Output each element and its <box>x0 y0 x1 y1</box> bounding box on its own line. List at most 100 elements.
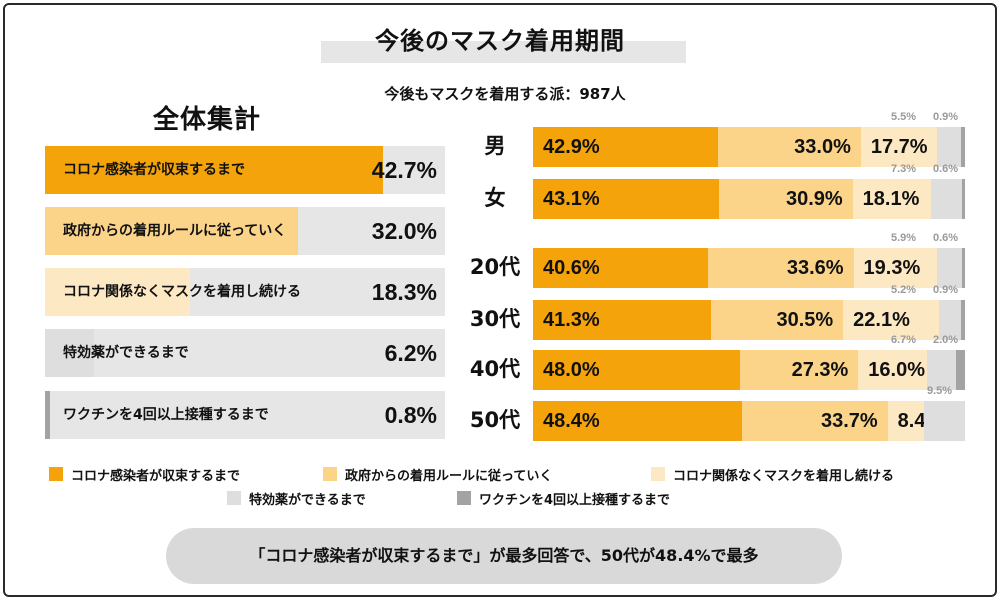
segment-value: 41.3% <box>543 309 600 331</box>
legend-swatch <box>651 467 665 481</box>
stacked-segment <box>927 350 957 390</box>
overall-bar-row: 特効薬ができるまで 6.2% <box>45 329 445 377</box>
overall-bar-row: コロナ関係なくマスクを着用し続ける 18.3% <box>45 268 445 316</box>
group-label: 女 <box>484 186 506 210</box>
small-segment-value: 7.3% <box>891 163 917 175</box>
segment-value: 30.9% <box>785 188 843 210</box>
small-segment-value: 6.7% <box>891 334 917 346</box>
stacked-segment <box>962 248 965 288</box>
stacked-segment <box>930 179 963 219</box>
overall-bar-label: コロナ関係なくマスクを着用し続ける <box>63 284 301 300</box>
stacked-segment <box>962 179 965 219</box>
stacked-segment <box>961 127 965 167</box>
overall-bar-value: 0.8% <box>384 402 437 428</box>
stacked-segment <box>533 248 709 288</box>
chart-subtitle: 今後もマスクを着用する派：987人 <box>384 85 626 103</box>
stacked-bar: 48.0% 27.3% 16.0% <box>533 350 965 390</box>
title-underline <box>321 41 686 63</box>
legend-label: コロナ関係なくマスクを着用し続ける <box>673 468 895 484</box>
stacked-segment <box>937 127 962 167</box>
overall-bar-label: 特効薬ができるまで <box>63 345 189 361</box>
chart-title: 今後のマスク着用期間 <box>375 27 625 55</box>
summary-note: 「コロナ感染者が収束するまで」が最多回答で、50代が48.4%で最多 <box>166 528 842 584</box>
stacked-segment <box>708 248 854 288</box>
overall-bar-row: ワクチンを4回以上接種するまで 0.8% <box>45 391 445 439</box>
stacked-segment <box>887 401 924 441</box>
legend-swatch <box>323 467 337 481</box>
stacked-segment <box>742 401 888 441</box>
overall-bar <box>45 268 190 316</box>
group-label: 40代 <box>469 357 521 381</box>
stacked-segment <box>956 350 965 390</box>
stacked-segment <box>858 350 928 390</box>
overall-bar <box>45 329 94 377</box>
stacked-segment <box>533 300 712 340</box>
segment-value: 16.0% <box>868 359 925 381</box>
stacked-segment <box>533 350 741 390</box>
legend-item: 特効薬ができるまで <box>227 490 366 508</box>
legend-item: コロナ関係なくマスクを着用し続ける <box>651 466 895 484</box>
stacked-segment <box>852 179 931 219</box>
stacked-segment <box>843 300 939 340</box>
overall-bar-row: 政府からの着用ルールに従っていく 32.0% <box>45 207 445 255</box>
stacked-bar: 40.6% 33.6% 19.3% <box>533 248 965 288</box>
small-segment-value: 5.5% <box>891 111 917 123</box>
segment-value: 33.7% <box>820 410 878 432</box>
small-segment-value: 9.5% <box>927 385 953 397</box>
legend-label: コロナ感染者が収束するまで <box>71 468 241 484</box>
stacked-bar: 43.1% 30.9% 18.1% <box>533 179 965 219</box>
stacked-bar: 41.3% 30.5% 22.1% <box>533 300 965 340</box>
segment-value: 43.1% <box>543 188 600 210</box>
stacked-segment <box>740 350 859 390</box>
small-segment-value: 5.9% <box>891 232 917 244</box>
small-segment-value: 2.0% <box>933 334 959 346</box>
group-label: 30代 <box>469 307 521 331</box>
legend-swatch <box>457 491 471 505</box>
overall-bar <box>45 146 383 194</box>
overall-bar-label: ワクチンを4回以上接種するまで <box>63 407 269 423</box>
segment-value: 27.3% <box>791 359 849 381</box>
segment-value: 48.4% <box>543 410 600 432</box>
overall-bar-value: 6.2% <box>384 340 437 366</box>
group-label: 20代 <box>469 255 521 279</box>
segment-value: 30.5% <box>776 309 834 331</box>
overall-bar <box>45 207 298 255</box>
legend-item: 政府からの着用ルールに従っていく <box>323 466 553 484</box>
small-segment-value: 0.9% <box>933 111 959 123</box>
stacked-segment <box>718 127 861 167</box>
overall-bar-row: コロナ感染者が収束するまで 42.7% <box>45 146 445 194</box>
overall-bar-value: 42.7% <box>371 157 437 183</box>
segment-value: 48.0% <box>543 359 600 381</box>
legend-label: ワクチンを4回以上接種するまで <box>479 492 671 508</box>
segment-value: 19.3% <box>863 257 921 279</box>
small-segment-value: 5.2% <box>891 284 917 296</box>
legend-item: コロナ感染者が収束するまで <box>49 466 241 484</box>
overall-bar-label: コロナ感染者が収束するまで <box>63 162 245 178</box>
legend-swatch <box>49 467 63 481</box>
group-label: 50代 <box>469 408 521 432</box>
stacked-segment <box>936 248 963 288</box>
segment-value: 40.6% <box>543 257 600 279</box>
segment-value: 33.6% <box>786 257 844 279</box>
segment-value: 18.1% <box>862 188 920 210</box>
small-segment-value: 0.9% <box>933 284 959 296</box>
stacked-bar: 48.4% 33.7% 8.4% <box>533 401 965 441</box>
legend-label: 政府からの着用ルールに従っていく <box>345 468 553 484</box>
stacked-segment <box>719 179 853 219</box>
chart-frame: 今後のマスク着用期間 今後もマスクを着用する派：987人 全体集計 コロナ感染者… <box>3 3 997 597</box>
stacked-segment <box>533 179 720 219</box>
stacked-segment <box>961 300 965 340</box>
stacked-segment <box>853 248 937 288</box>
overall-bar-value: 18.3% <box>371 279 437 305</box>
segment-value: 17.7% <box>870 136 928 158</box>
overall-heading: 全体集計 <box>153 105 262 135</box>
group-label: 男 <box>484 134 506 158</box>
legend-swatch <box>227 491 241 505</box>
stacked-segment <box>923 401 965 441</box>
segment-value: 42.9% <box>543 136 600 158</box>
stacked-bar: 42.9% 33.0% 17.7% <box>533 127 965 167</box>
legend-item: ワクチンを4回以上接種するまで <box>457 490 671 508</box>
segment-value: 33.0% <box>794 136 851 158</box>
stacked-segment <box>533 127 719 167</box>
overall-bar <box>45 391 50 439</box>
